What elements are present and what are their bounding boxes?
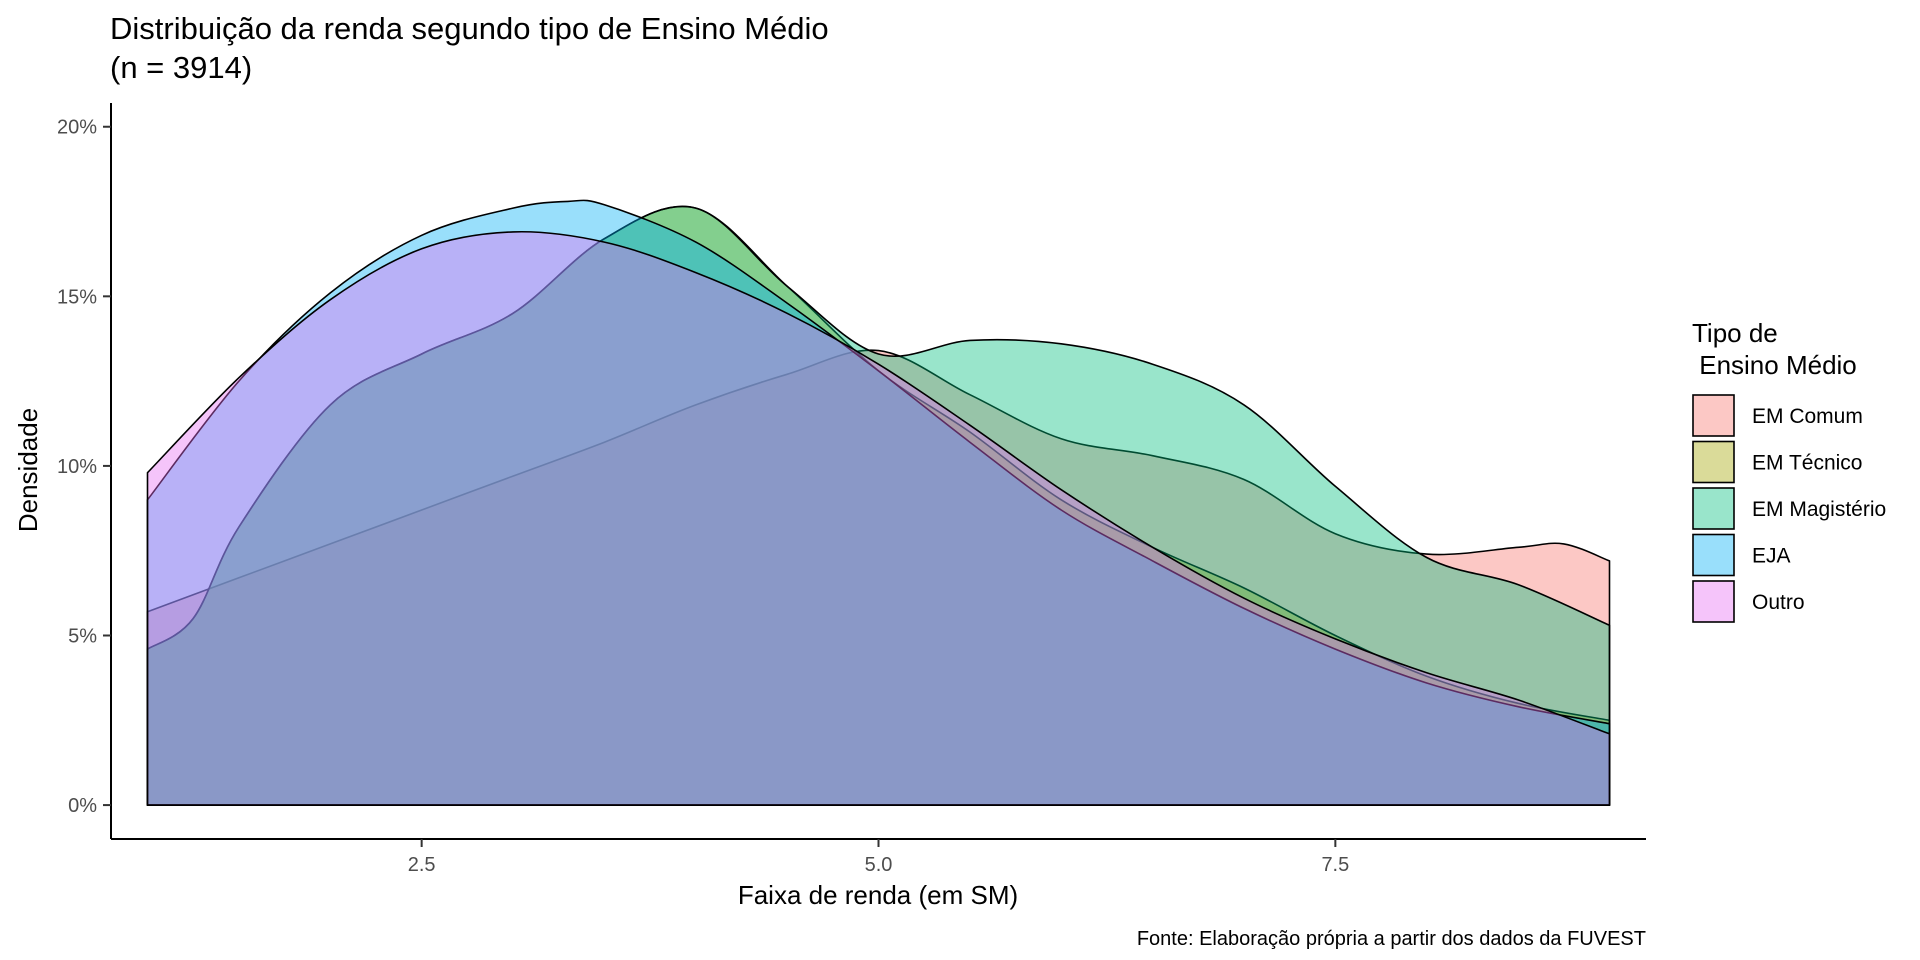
y-tick-label: 10% [57, 456, 97, 478]
legend-key-background [1693, 441, 1734, 483]
y-axis-title: Densidade [13, 408, 43, 532]
chart-title-line-1: Distribuição da renda segundo tipo de En… [110, 11, 829, 46]
legend-swatch-em-comum [1692, 394, 1735, 437]
legend-title-line-2: Ensino Médio [1692, 350, 1857, 380]
y-tick-label: 0% [68, 795, 97, 817]
legend-label-eja: EJA [1752, 545, 1791, 568]
y-tick-label: 15% [57, 286, 97, 308]
legend-swatch-em-magisterio [1692, 487, 1735, 530]
legend-key-background [1693, 395, 1734, 436]
density-area-eja [146, 199, 1611, 806]
density-area-em-comum [146, 349, 1611, 806]
legend-title-line-1: Tipo de [1692, 318, 1778, 348]
y-tick-label: 20% [57, 117, 97, 139]
x-tick-label: 7.5 [1321, 854, 1349, 876]
legend-label-em-comum: EM Comum [1752, 405, 1863, 428]
y-tick-label: 5% [68, 625, 97, 647]
density-area-outro [146, 230, 1611, 806]
legend-label-outro: Outro [1752, 591, 1805, 614]
legend-key-background [1693, 581, 1734, 622]
chart-title-line-2: (n = 3914) [110, 50, 252, 85]
density-area-em-magisterio [146, 205, 1611, 806]
legend-swatch-eja [1692, 533, 1735, 577]
legend-swatch-em-tecnico [1692, 440, 1735, 484]
legend-key-background [1693, 534, 1734, 576]
x-tick-label: 5.0 [865, 854, 893, 876]
x-ticks: 2.5 5.0 7.5 [408, 839, 1349, 876]
x-tick-label: 2.5 [408, 854, 436, 876]
legend-label-em-tecnico: EM Técnico [1752, 452, 1863, 475]
legend-label-em-magisterio: EM Magistério [1752, 498, 1886, 521]
x-axis-title: Faixa de renda (em SM) [738, 880, 1018, 910]
legend-swatch-outro [1692, 580, 1735, 623]
y-ticks: 0% 5% 10% 15% 20% [57, 117, 111, 817]
chart-caption: Fonte: Elaboração própria a partir dos d… [1137, 928, 1646, 950]
legend-key-background [1693, 488, 1734, 529]
plot-areas [146, 199, 1611, 806]
legend-items: EM Comum EM Técnico EM Magistério EJA Outro [1692, 394, 1886, 623]
